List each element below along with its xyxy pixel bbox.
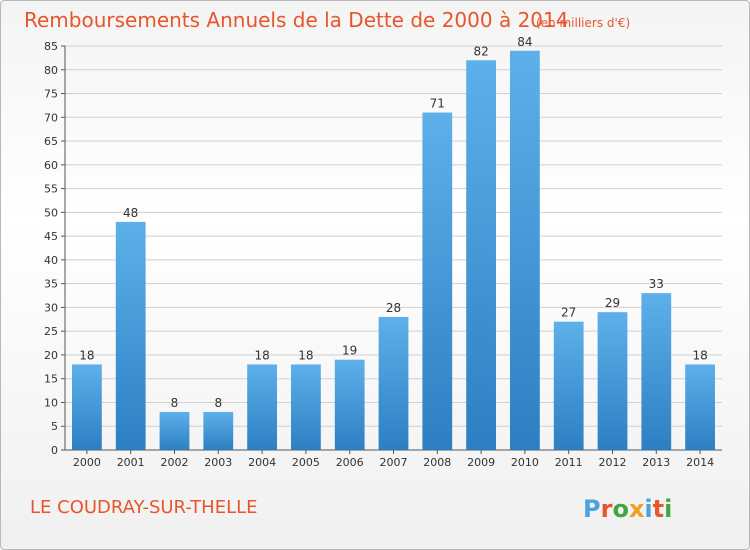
bar-value-label: 71 bbox=[430, 97, 445, 111]
bar bbox=[466, 60, 496, 451]
x-tick-label: 2007 bbox=[380, 456, 408, 469]
logo-letter: r bbox=[601, 495, 613, 523]
x-tick-label: 2011 bbox=[555, 456, 583, 469]
bar-value-label: 18 bbox=[254, 348, 269, 362]
x-tick-label: 2001 bbox=[117, 456, 145, 469]
bar bbox=[685, 364, 715, 450]
bar bbox=[422, 112, 453, 451]
bar bbox=[203, 411, 234, 450]
y-tick-label: 25 bbox=[44, 325, 58, 338]
logo-letter: i bbox=[664, 495, 672, 523]
bar-value-label: 29 bbox=[605, 296, 620, 310]
x-tick-label: 2005 bbox=[292, 456, 320, 469]
bar bbox=[291, 364, 321, 450]
place-name: LE COUDRAY-SUR-THELLE bbox=[30, 497, 258, 518]
bar-value-label: 33 bbox=[649, 277, 664, 291]
bar-value-label: 28 bbox=[386, 301, 401, 315]
bar-value-label: 8 bbox=[214, 396, 222, 410]
y-tick-label: 35 bbox=[44, 278, 58, 291]
data-labels: 18 48 8 8 18 18 19 28 71 82 84 27 29 33 18 bbox=[79, 35, 707, 410]
x-tick-label: 2013 bbox=[642, 456, 670, 469]
chart-subtitle: (en milliers d'€) bbox=[536, 16, 630, 30]
chart-title: Remboursements Annuels de la Dette de 20… bbox=[24, 8, 568, 32]
bar bbox=[510, 50, 540, 451]
y-tick-label: 80 bbox=[44, 64, 58, 77]
bar-value-label: 19 bbox=[342, 344, 357, 358]
x-tick-label: 2010 bbox=[511, 456, 539, 469]
bar-value-label: 18 bbox=[298, 348, 313, 362]
x-tick-label: 2014 bbox=[686, 456, 714, 469]
y-tick-label: 5 bbox=[51, 420, 58, 433]
bar bbox=[72, 364, 102, 450]
x-tick-label: 2002 bbox=[161, 456, 189, 469]
y-tick-label: 50 bbox=[44, 206, 58, 219]
bar bbox=[641, 293, 672, 450]
y-tick-label: 65 bbox=[44, 135, 58, 148]
x-tick-label: 2003 bbox=[204, 456, 232, 469]
bar bbox=[115, 221, 146, 450]
x-tick-label: 2008 bbox=[423, 456, 451, 469]
bar-value-label: 48 bbox=[123, 206, 138, 220]
bar bbox=[334, 359, 365, 450]
y-tick-label: 15 bbox=[44, 373, 58, 386]
proxiti-logo: Proxiti bbox=[583, 495, 672, 523]
x-tick-label: 2012 bbox=[599, 456, 627, 469]
x-tick-label: 2000 bbox=[73, 456, 101, 469]
x-tick-label: 2004 bbox=[248, 456, 276, 469]
y-tick-label: 85 bbox=[44, 40, 58, 53]
y-tick-label: 0 bbox=[51, 444, 58, 457]
logo-letter: t bbox=[653, 495, 664, 523]
y-tick-label: 30 bbox=[44, 301, 58, 314]
logo-letter: o bbox=[612, 495, 629, 523]
bar-value-label: 8 bbox=[171, 396, 179, 410]
y-tick-label: 10 bbox=[44, 396, 58, 409]
y-tick-label: 20 bbox=[44, 349, 58, 362]
bar-value-label: 18 bbox=[692, 348, 707, 362]
y-tick-label: 70 bbox=[44, 111, 58, 124]
bar bbox=[247, 364, 277, 450]
bars bbox=[72, 50, 715, 451]
bar-value-label: 18 bbox=[79, 348, 94, 362]
y-tick-label: 40 bbox=[44, 254, 58, 267]
x-tick-label: 2009 bbox=[467, 456, 495, 469]
logo-letter: i bbox=[644, 495, 652, 523]
bar-value-label: 84 bbox=[517, 35, 532, 49]
bar bbox=[553, 321, 584, 450]
bar bbox=[378, 316, 409, 450]
logo-letter: x bbox=[629, 495, 645, 523]
x-axis: 2000 2001 2002 2003 2004 2005 2006 2007 2008 2009… bbox=[73, 450, 714, 469]
y-tick-label: 55 bbox=[44, 183, 58, 196]
bar bbox=[159, 411, 190, 450]
bar bbox=[597, 312, 628, 450]
x-tick-label: 2006 bbox=[336, 456, 364, 469]
bar-value-label: 27 bbox=[561, 306, 576, 320]
logo-letter: P bbox=[583, 495, 601, 523]
y-tick-label: 45 bbox=[44, 230, 58, 243]
bar-value-label: 82 bbox=[473, 44, 488, 58]
y-tick-label: 60 bbox=[44, 159, 58, 172]
y-tick-label: 75 bbox=[44, 88, 58, 101]
